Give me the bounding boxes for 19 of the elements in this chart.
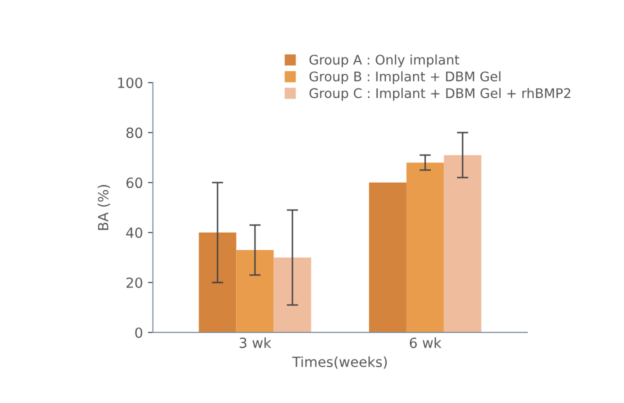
bar [369,182,406,332]
bar [198,232,236,332]
legend-label: Group C : Implant + DBM Gel + rhBMP2 [309,88,570,101]
y-tick-label: 20 [126,277,142,288]
y-axis-title: BA (%) [98,185,110,230]
y-tick-label: 40 [126,228,142,238]
legend-label: Group B : Implant + DBM Gel [309,71,500,84]
y-tick-label: 0 [135,327,142,338]
x-axis-title: Times(weeks) [292,356,387,369]
x-tick-label: 3 wk [240,337,272,348]
x-tick-label: 6 wk [410,337,442,348]
bar [406,162,444,332]
legend-label: Group A : Only implant [309,54,460,68]
y-tick-label: 60 [126,178,142,188]
bar [444,155,482,332]
bar [236,250,274,332]
y-tick-label: 80 [126,128,142,138]
bar [274,258,312,332]
y-tick-label: 100 [118,78,142,88]
